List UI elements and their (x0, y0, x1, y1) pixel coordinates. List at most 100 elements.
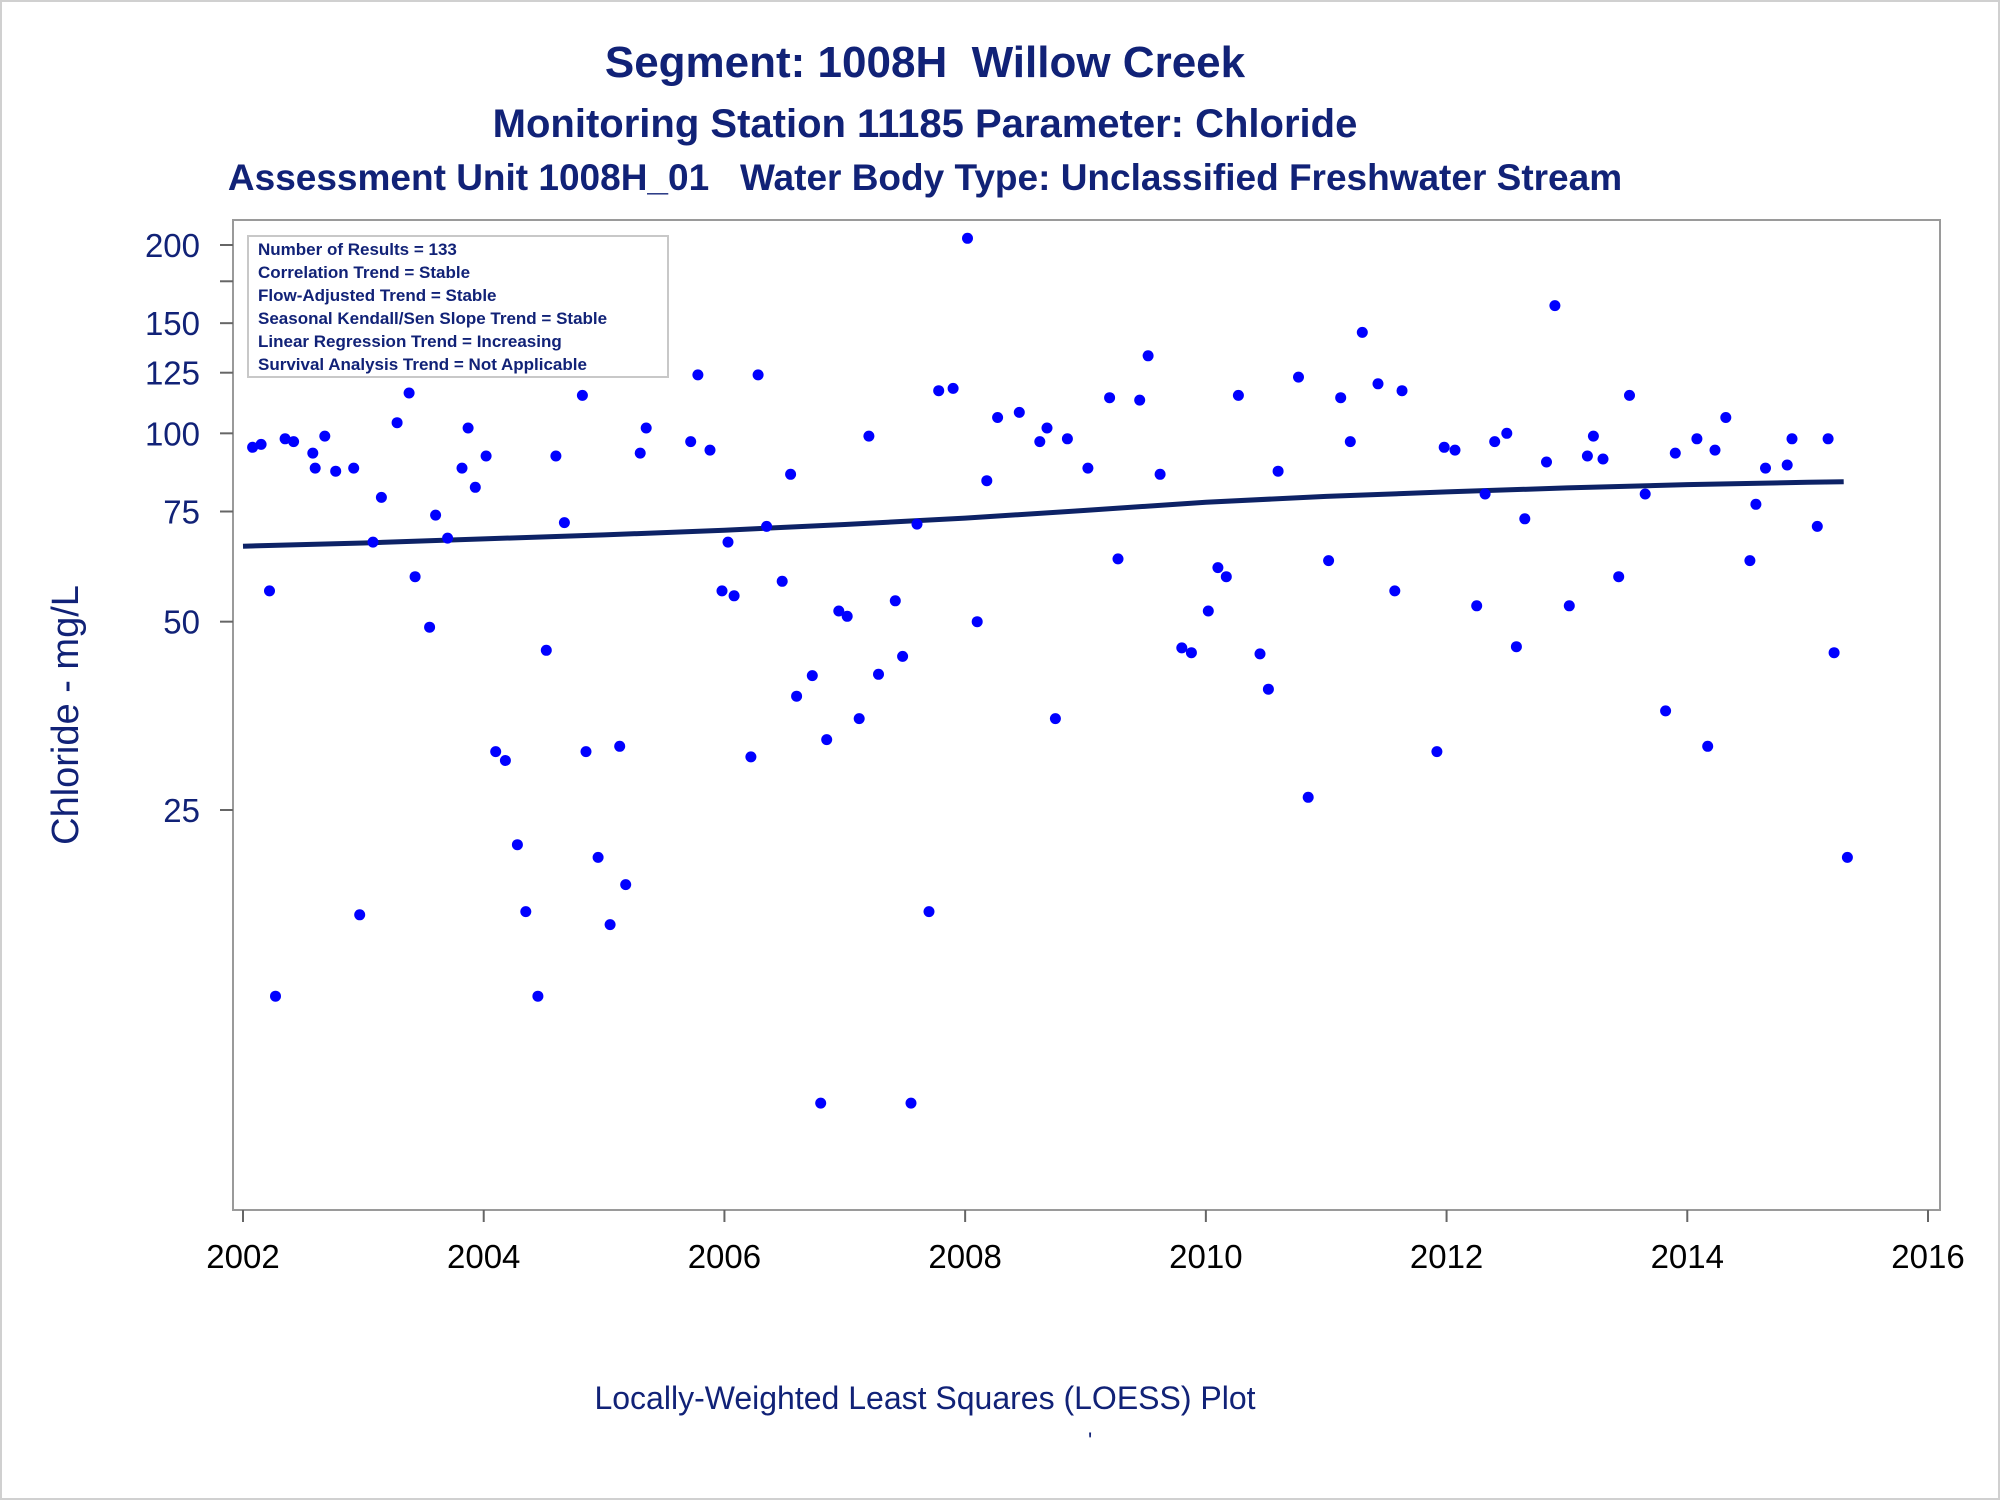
data-point (1013, 406, 1025, 418)
stats-legend-lines: Number of Results = 133 Correlation Trend… (258, 240, 607, 374)
chart-subtitle-assessment: Assessment Unit 1008H_01 Water Body Type… (227, 157, 1623, 198)
data-point (604, 919, 616, 931)
data-point (1720, 412, 1732, 423)
data-point (403, 387, 415, 399)
data-point (971, 616, 983, 628)
data-point (933, 385, 945, 397)
data-point (704, 444, 716, 456)
data-point (1449, 444, 1461, 456)
data-point (962, 232, 973, 244)
data-point (634, 447, 646, 459)
data-point (499, 755, 511, 766)
data-point (1702, 740, 1714, 752)
stats-legend-box: Number of Results = 133 Correlation Trend… (247, 235, 669, 378)
y-tick-label: 125 (145, 355, 200, 392)
data-point (424, 621, 436, 633)
data-point (348, 462, 360, 474)
data-point (728, 590, 740, 602)
data-point (614, 740, 626, 752)
data-point (319, 430, 331, 442)
data-point (853, 713, 865, 725)
data-point (520, 906, 532, 918)
data-point (1372, 378, 1384, 390)
data-point (1489, 436, 1501, 448)
data-point (889, 595, 901, 607)
data-point (1212, 562, 1224, 574)
stats-legend-line: Flow-Adjusted Trend = Stable (258, 286, 497, 305)
data-point (1669, 447, 1681, 459)
data-point (1262, 683, 1274, 695)
data-point (1232, 389, 1244, 401)
loess-line-group (242, 479, 1844, 549)
x-tick-label: 2002 (206, 1238, 279, 1275)
data-point (1104, 392, 1116, 404)
data-point (1760, 462, 1771, 474)
data-point (1639, 488, 1651, 500)
data-point (558, 517, 570, 529)
data-point (247, 441, 259, 453)
data-point (550, 450, 562, 462)
data-point (1660, 705, 1672, 717)
stats-legend-line: Seasonal Kendall/Sen Slope Trend = Stabl… (258, 309, 607, 328)
data-point (833, 605, 845, 617)
x-tick-label: 2014 (1651, 1238, 1724, 1275)
data-point (309, 462, 321, 474)
data-point (1563, 600, 1575, 612)
data-point (1049, 713, 1061, 725)
data-point (480, 450, 492, 462)
data-point (490, 746, 502, 758)
data-point (375, 491, 387, 503)
data-point (511, 839, 523, 851)
data-point (863, 430, 875, 442)
data-point (1112, 553, 1124, 565)
chart-subtitle-station: Monitoring Station 11185 Parameter: Chlo… (492, 102, 1358, 146)
data-point (270, 990, 281, 1002)
data-point (1154, 468, 1166, 480)
y-tick-label: 200 (145, 227, 200, 264)
data-point (307, 447, 319, 459)
data-point (785, 468, 797, 480)
y-tick-label: 25 (163, 792, 200, 829)
data-point (905, 1097, 917, 1109)
data-point (391, 417, 403, 429)
data-point (1501, 427, 1513, 439)
data-point (1254, 648, 1266, 660)
stats-legend-line: Linear Regression Trend = Increasing (258, 332, 562, 351)
data-point (580, 746, 592, 758)
data-point (1041, 422, 1053, 434)
data-point (330, 465, 342, 477)
data-point (1335, 392, 1347, 404)
data-point (1841, 851, 1853, 863)
data-point (540, 644, 552, 656)
data-point (430, 509, 442, 521)
data-point (911, 518, 923, 530)
data-point (409, 571, 421, 583)
data-point (776, 575, 788, 587)
y-tick-label: 100 (145, 415, 200, 452)
data-point (1082, 462, 1094, 474)
y-tick-label: 75 (163, 493, 200, 530)
data-point (442, 532, 454, 544)
y-tick-label: 150 (145, 305, 200, 342)
data-point (1396, 385, 1408, 397)
data-point (1272, 465, 1284, 477)
data-point (806, 670, 818, 682)
y-axis: 25 50 75 100 125 150 200 (145, 227, 233, 829)
x-tick-label: 2008 (928, 1238, 1001, 1275)
data-point (1709, 444, 1721, 456)
data-point (685, 436, 697, 448)
data-point (1034, 436, 1046, 448)
loess-trend-line (242, 479, 1844, 549)
data-point (1587, 430, 1599, 442)
x-tick-label: 2006 (688, 1238, 761, 1275)
data-point (745, 751, 757, 763)
data-point (841, 610, 853, 622)
data-point (1541, 456, 1552, 468)
data-point (821, 734, 833, 746)
chart-footnote: Locally-Weighted Least Squares (LOESS) P… (594, 1380, 1256, 1416)
data-point (576, 389, 588, 401)
data-point (992, 412, 1004, 423)
data-point (947, 382, 959, 394)
footnote-mark: ' (1088, 1428, 1093, 1453)
data-point (462, 422, 474, 434)
